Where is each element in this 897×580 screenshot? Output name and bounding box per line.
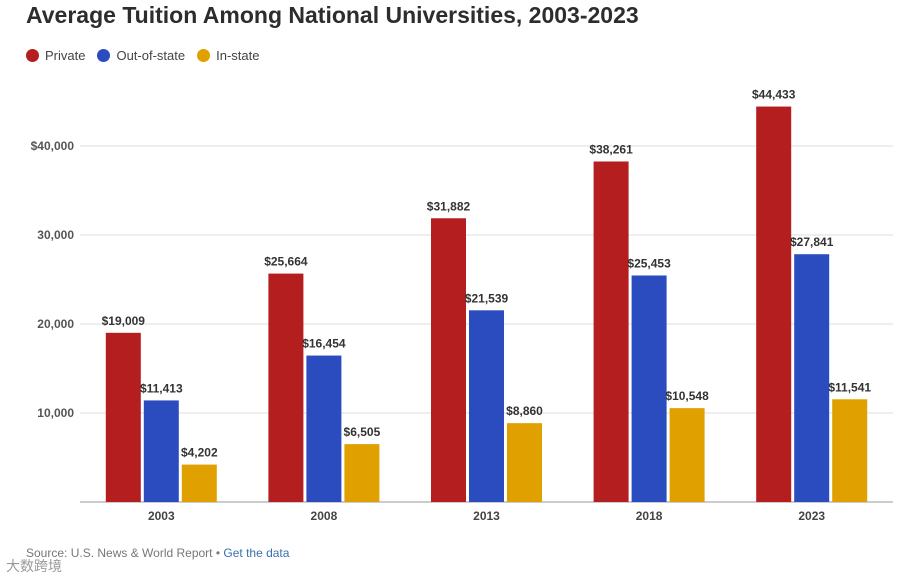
bar-private xyxy=(593,161,629,502)
bar-private xyxy=(431,218,466,503)
legend-swatch-in-state xyxy=(197,49,211,62)
data-label: $25,664 xyxy=(264,255,308,269)
y-tick-label: $40,000 xyxy=(31,139,75,153)
y-tick-label: 30,000 xyxy=(37,228,74,242)
legend: Private Out-of-state In-state xyxy=(26,48,259,63)
x-tick-label: 2003 xyxy=(148,509,175,523)
data-label: $21,539 xyxy=(465,291,509,305)
source-separator: • xyxy=(212,546,224,560)
x-tick-label: 2023 xyxy=(798,509,825,523)
data-label: $44,433 xyxy=(752,88,796,102)
x-tick-label: 2018 xyxy=(636,509,663,523)
bar-in-state xyxy=(344,444,380,502)
data-label: $31,882 xyxy=(427,199,471,213)
data-label: $11,541 xyxy=(828,380,871,394)
legend-swatch-private xyxy=(26,49,39,62)
bar-out-of-state xyxy=(143,400,179,502)
data-label: $38,261 xyxy=(589,142,633,156)
data-label: $25,453 xyxy=(627,256,671,270)
watermark: 大数跨境 xyxy=(6,558,62,574)
chart-title: Average Tuition Among National Universit… xyxy=(26,2,639,28)
bar-private xyxy=(268,273,304,502)
legend-item-in-state: In-state xyxy=(197,48,259,63)
get-the-data-link[interactable]: Get the data xyxy=(223,546,290,560)
legend-label-private: Private xyxy=(45,48,86,63)
data-label: $11,413 xyxy=(140,381,183,395)
bar-out-of-state xyxy=(794,254,830,502)
bar-in-state xyxy=(181,464,217,502)
bar-private xyxy=(756,106,792,503)
legend-swatch-out-of-state xyxy=(97,49,111,62)
data-label: $16,454 xyxy=(302,337,346,351)
data-label: $19,009 xyxy=(102,314,146,328)
y-tick-label: 10,000 xyxy=(37,406,74,420)
data-label: $4,202 xyxy=(181,446,218,460)
legend-label-out-of-state: Out-of-state xyxy=(116,48,186,63)
x-tick-label: 2008 xyxy=(311,509,338,523)
data-label: $8,860 xyxy=(506,404,543,418)
bar-out-of-state xyxy=(306,355,342,502)
legend-item-out-of-state: Out-of-state xyxy=(97,48,185,63)
source-note: Source: U.S. News & World Report • Get t… xyxy=(26,546,289,560)
bar-in-state xyxy=(507,423,542,502)
bar-in-state xyxy=(832,399,868,502)
x-tick-label: 2013 xyxy=(473,509,500,523)
bar-out-of-state xyxy=(631,275,667,502)
legend-label-in-state: In-state xyxy=(216,48,260,63)
legend-item-private: Private xyxy=(26,48,85,63)
data-label: $6,505 xyxy=(344,425,381,439)
bar-private xyxy=(105,332,141,502)
data-label: $10,548 xyxy=(665,389,709,403)
y-tick-label: 20,000 xyxy=(37,317,74,331)
source-text: Source: U.S. News & World Report xyxy=(26,546,213,560)
data-label: $27,841 xyxy=(790,235,834,249)
bar-in-state xyxy=(669,408,705,502)
bar-out-of-state xyxy=(469,310,504,502)
